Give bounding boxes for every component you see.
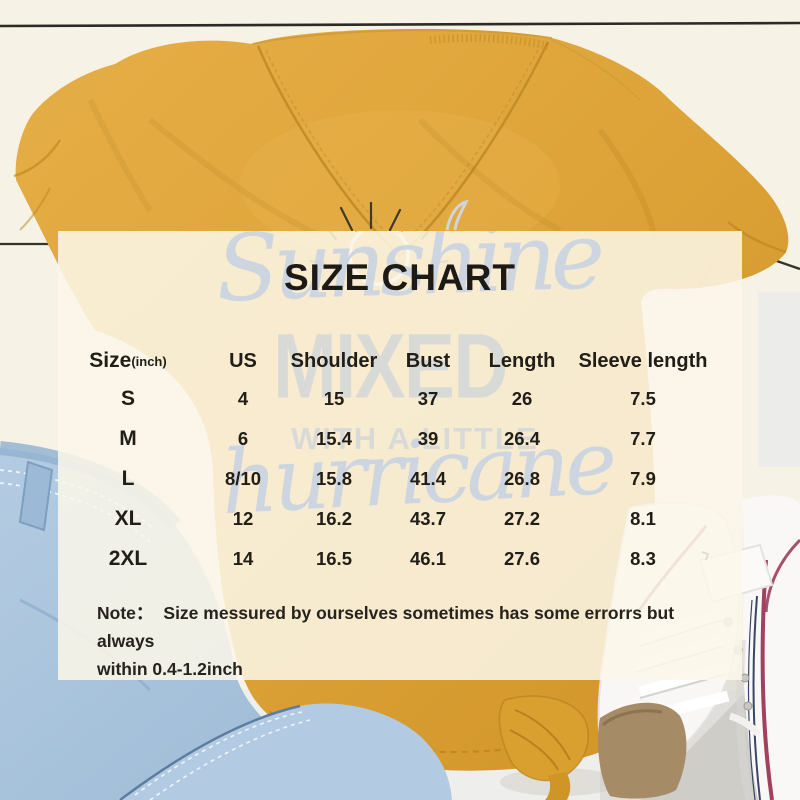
size-cell: M	[119, 427, 137, 450]
value-cell: 12	[232, 508, 254, 529]
column-header-bust: Bust	[405, 349, 451, 372]
value-cell: 7.5	[630, 388, 656, 409]
measurement-note: Note： Size messured by ourselves sometime…	[97, 599, 717, 680]
value-cell: 15.4	[315, 428, 352, 449]
size-chart-panel: Sunshine MIXED WITH A LITTLE hurricane S…	[58, 231, 742, 680]
value-cell: 16.2	[315, 508, 352, 529]
size-chart-title: SIZE CHART	[284, 257, 516, 298]
value-cell: 41.4	[409, 468, 446, 489]
value-cell: 27.6	[503, 548, 540, 569]
shirt-knot	[498, 695, 620, 800]
note-text-line2: within 0.4-1.2inch	[97, 659, 243, 679]
column-header-us: US	[229, 349, 257, 372]
size-chart-content: SIZE CHART Size (inch) US Shoulder Bust L…	[58, 231, 742, 680]
value-cell: 8/10	[224, 468, 261, 489]
column-header-size: Size (inch)	[58, 343, 198, 379]
size-cell: S	[120, 387, 135, 410]
value-cell: 8.1	[630, 508, 656, 529]
size-cell: 2XL	[108, 547, 148, 570]
column-header-shoulder: Shoulder	[290, 349, 378, 372]
value-cell: 37	[417, 388, 439, 409]
size-cell: XL	[114, 507, 142, 530]
sun-ray-tips	[339, 199, 469, 232]
column-header-length: Length	[488, 349, 556, 372]
note-text-line1: Size messured by ourselves sometimes has…	[97, 603, 675, 651]
value-cell: 26	[511, 388, 533, 409]
size-header-unit: (inch)	[131, 353, 167, 369]
size-header-label: Size	[89, 349, 132, 372]
value-cell: 15.8	[315, 468, 352, 489]
value-cell: 8.3	[630, 548, 656, 569]
value-cell: 26.8	[503, 468, 540, 489]
size-cell: L	[121, 467, 135, 490]
value-cell: 27.2	[503, 508, 540, 529]
jeans-leg-fold	[119, 703, 452, 800]
value-cell: 16.5	[315, 548, 352, 569]
value-cell: 43.7	[409, 508, 446, 529]
value-cell: 7.9	[630, 468, 656, 489]
value-cell: 46.1	[409, 548, 446, 569]
value-cell: 6	[237, 428, 249, 449]
value-cell: 14	[232, 548, 254, 569]
value-cell: 39	[417, 428, 439, 449]
size-table: Size (inch) US Shoulder Bust Length Sleev…	[58, 343, 718, 579]
value-cell: 7.7	[630, 428, 656, 449]
value-cell: 26.4	[503, 428, 540, 449]
value-cell: 15	[323, 388, 345, 409]
note-prefix: Note：	[97, 603, 154, 623]
column-header-sleeve-length: Sleeve length	[578, 349, 708, 372]
value-cell: 4	[237, 388, 249, 409]
